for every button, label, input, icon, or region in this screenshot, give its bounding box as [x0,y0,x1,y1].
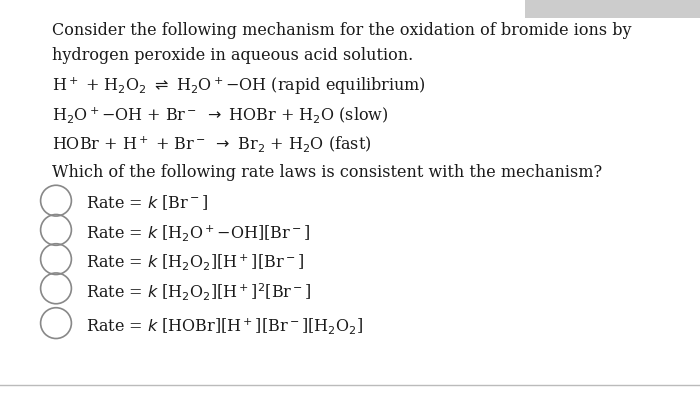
Text: Rate = $k$ [H$_2$O$^+$$-$OH][Br$^-$]: Rate = $k$ [H$_2$O$^+$$-$OH][Br$^-$] [86,223,311,243]
Text: Which of the following rate laws is consistent with the mechanism?: Which of the following rate laws is cons… [52,164,603,181]
FancyBboxPatch shape [525,0,700,18]
Text: H$_2$O$^+$$-$OH + Br$^-$ $\rightarrow$ HOBr + H$_2$O (slow): H$_2$O$^+$$-$OH + Br$^-$ $\rightarrow$ H… [52,105,389,125]
Text: Consider the following mechanism for the oxidation of bromide ions by: Consider the following mechanism for the… [52,22,632,39]
Text: Rate = $k$ [Br$^-$]: Rate = $k$ [Br$^-$] [86,194,209,213]
Text: HOBr + H$^+$ + Br$^-$ $\rightarrow$ Br$_2$ + H$_2$O (fast): HOBr + H$^+$ + Br$^-$ $\rightarrow$ Br$_… [52,134,372,154]
Text: Rate = $k$ [H$_2$O$_2$][H$^+$][Br$^-$]: Rate = $k$ [H$_2$O$_2$][H$^+$][Br$^-$] [86,252,304,272]
Text: hydrogen peroxide in aqueous acid solution.: hydrogen peroxide in aqueous acid soluti… [52,47,414,64]
Text: Rate = $k$ [H$_2$O$_2$][H$^+$]$^2$[Br$^-$]: Rate = $k$ [H$_2$O$_2$][H$^+$]$^2$[Br$^-… [86,281,312,303]
Text: Rate = $k$ [HOBr][H$^+$][Br$^-$][H$_2$O$_2$]: Rate = $k$ [HOBr][H$^+$][Br$^-$][H$_2$O$… [86,316,363,336]
Text: H$^+$ + H$_2$O$_2$ $\rightleftharpoons$ H$_2$O$^+$$-$OH (rapid equilibrium): H$^+$ + H$_2$O$_2$ $\rightleftharpoons$ … [52,76,426,97]
